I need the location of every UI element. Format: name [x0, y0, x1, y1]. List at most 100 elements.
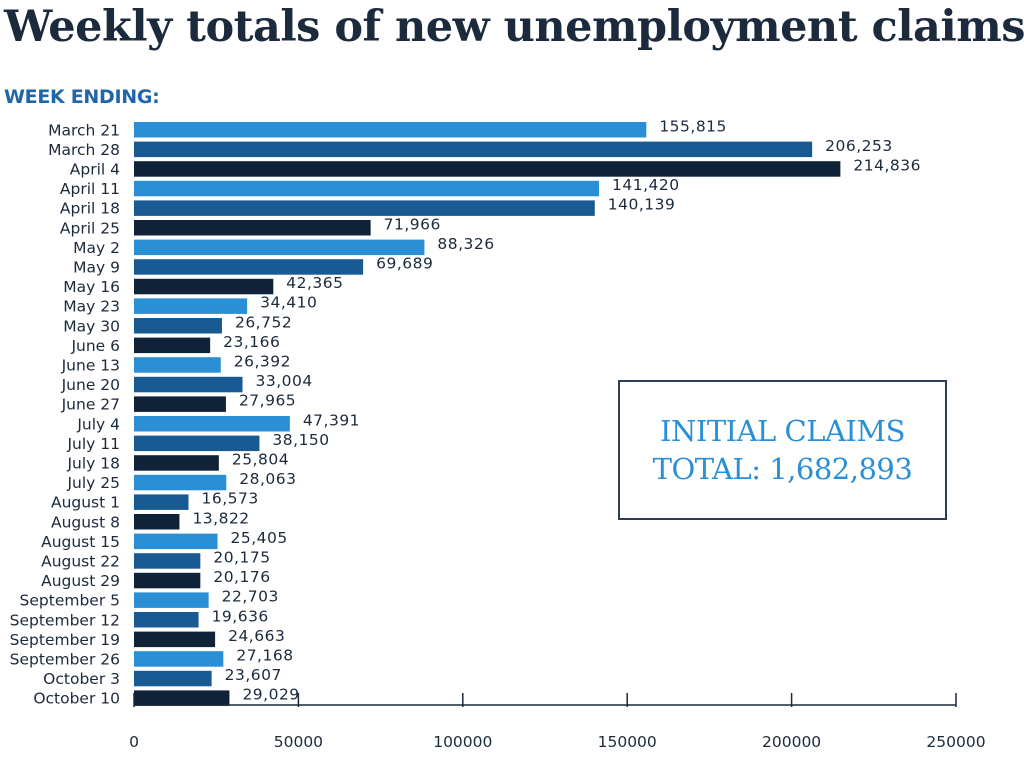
- value-label-15: 47,391: [303, 411, 360, 429]
- bar-18: [134, 474, 227, 491]
- total-box-line-2: TOTAL: 1,682,893: [652, 452, 913, 486]
- value-label-14: 27,965: [239, 392, 296, 410]
- bar-14: [134, 396, 226, 412]
- x-tick-label-1: 50000: [274, 733, 323, 751]
- value-label-18: 28,063: [239, 470, 296, 488]
- x-axis: 0 50000 100000 150000 200000 250000: [129, 693, 986, 751]
- category-label-18: July 25: [66, 474, 120, 492]
- bar-7: [134, 259, 364, 275]
- category-label-1: March 28: [48, 141, 120, 159]
- category-label-22: August 22: [41, 552, 120, 570]
- value-label-5: 71,966: [384, 215, 441, 233]
- value-label-11: 23,166: [223, 333, 280, 351]
- bars-group: [134, 122, 841, 706]
- value-label-1: 206,253: [825, 137, 893, 155]
- bar-17: [134, 455, 219, 471]
- bar-25: [134, 612, 199, 628]
- bar-21: [134, 533, 218, 550]
- bar-22: [134, 553, 201, 569]
- category-label-4: April 18: [60, 200, 120, 218]
- category-label-2: April 4: [70, 160, 120, 178]
- bar-26: [134, 631, 216, 648]
- bar-6: [134, 239, 425, 256]
- bar-28: [134, 670, 212, 687]
- bar-19: [134, 494, 189, 510]
- category-label-25: September 12: [10, 611, 120, 629]
- bar-13: [134, 376, 243, 393]
- bar-0: [134, 122, 647, 138]
- category-label-6: May 2: [73, 239, 120, 257]
- category-label-0: March 21: [48, 121, 120, 139]
- bar-11: [134, 337, 211, 354]
- value-label-6: 88,326: [437, 235, 494, 253]
- value-label-23: 20,176: [213, 568, 270, 586]
- category-label-14: June 27: [61, 396, 120, 414]
- category-label-7: May 9: [73, 258, 120, 276]
- total-claims-box: INITIAL CLAIMS TOTAL: 1,682,893: [618, 380, 947, 520]
- bar-8: [134, 278, 274, 295]
- value-label-20: 13,822: [192, 509, 249, 527]
- value-label-29: 29,029: [242, 686, 299, 704]
- bar-23: [134, 572, 201, 589]
- x-tick-label-2: 100000: [433, 733, 492, 751]
- value-label-4: 140,139: [608, 196, 676, 214]
- bar-10: [134, 318, 222, 334]
- category-label-13: June 20: [61, 376, 120, 394]
- category-label-8: May 16: [63, 278, 120, 296]
- category-label-28: October 3: [43, 670, 120, 688]
- category-label-21: August 15: [41, 533, 120, 551]
- bar-4: [134, 200, 595, 216]
- bar-27: [134, 651, 224, 667]
- bar-9: [134, 298, 248, 314]
- value-label-22: 20,175: [213, 548, 270, 566]
- category-label-16: July 11: [66, 435, 120, 453]
- value-label-9: 34,410: [260, 294, 317, 312]
- value-label-19: 16,573: [201, 490, 258, 508]
- value-label-13: 33,004: [256, 372, 313, 390]
- bar-5: [134, 220, 371, 236]
- category-label-23: August 29: [41, 572, 120, 590]
- x-tick-label-3: 150000: [598, 733, 657, 751]
- x-tick-label-0: 0: [129, 733, 139, 751]
- bar-3: [134, 180, 599, 197]
- value-label-26: 24,663: [228, 627, 285, 645]
- value-label-16: 38,150: [272, 431, 329, 449]
- value-label-24: 22,703: [222, 588, 279, 606]
- category-label-20: August 8: [51, 513, 120, 531]
- category-label-27: September 26: [10, 650, 120, 668]
- category-label-17: July 18: [66, 454, 120, 472]
- value-label-12: 26,392: [234, 352, 291, 370]
- category-label-12: June 13: [61, 356, 120, 374]
- category-label-15: July 4: [76, 415, 120, 433]
- category-label-3: April 11: [60, 180, 120, 198]
- value-label-28: 23,607: [225, 666, 282, 684]
- total-box-line-1: INITIAL CLAIMS: [660, 414, 905, 448]
- value-label-21: 25,405: [231, 529, 288, 547]
- value-label-17: 25,804: [232, 450, 289, 468]
- category-label-29: October 10: [33, 690, 120, 708]
- value-label-25: 19,636: [212, 607, 269, 625]
- value-label-27: 27,168: [236, 646, 293, 664]
- bar-12: [134, 357, 221, 373]
- category-label-10: May 30: [63, 317, 120, 335]
- category-label-19: August 1: [51, 494, 120, 512]
- bar-24: [134, 592, 209, 608]
- category-label-11: June 6: [70, 337, 120, 355]
- axis-title-week-ending: WEEK ENDING:: [4, 86, 160, 108]
- category-label-24: September 5: [20, 592, 120, 610]
- value-label-10: 26,752: [235, 313, 292, 331]
- category-label-26: September 19: [10, 631, 120, 649]
- x-tick-label-5: 250000: [926, 733, 985, 751]
- bar-1: [134, 141, 813, 158]
- category-label-9: May 23: [63, 298, 120, 316]
- bar-2: [134, 161, 841, 177]
- bar-15: [134, 416, 290, 432]
- value-label-0: 155,815: [659, 117, 727, 135]
- value-label-2: 214,836: [853, 156, 921, 174]
- bar-16: [134, 435, 260, 452]
- bar-20: [134, 514, 180, 530]
- x-tick-label-4: 200000: [762, 733, 821, 751]
